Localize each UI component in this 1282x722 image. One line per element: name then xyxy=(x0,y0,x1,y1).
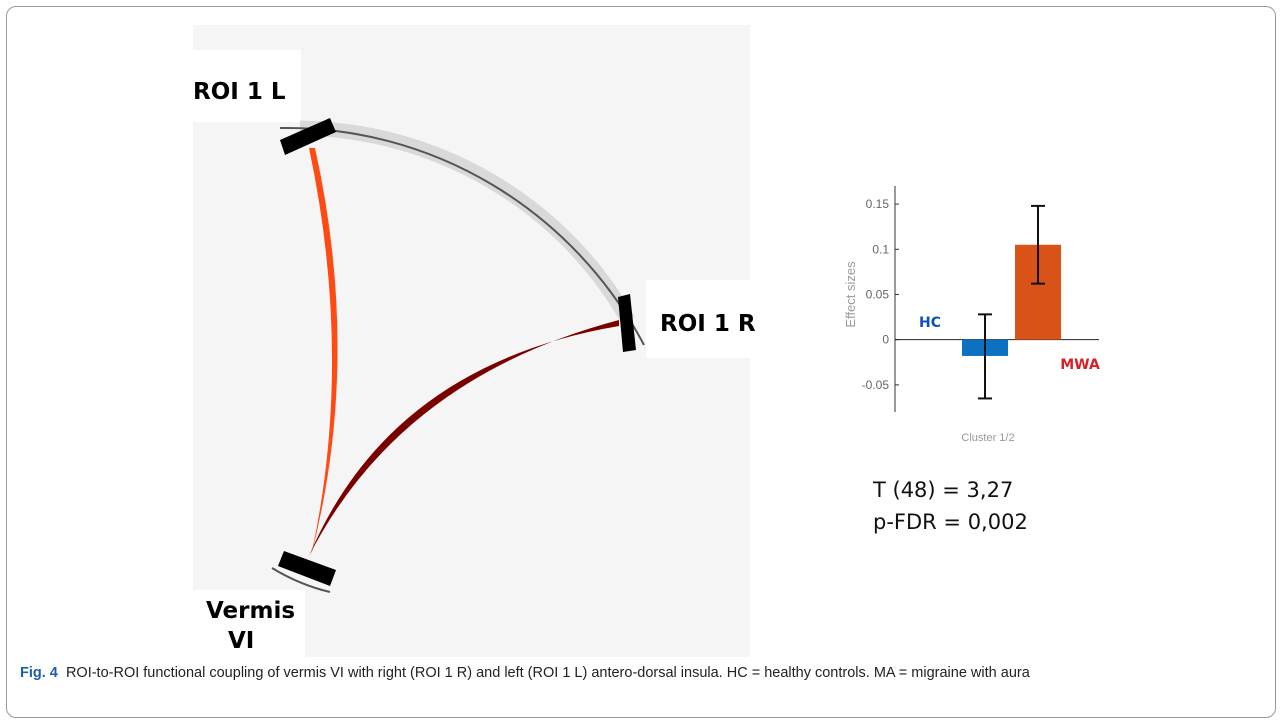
roi-block-roi1l xyxy=(280,118,336,155)
p-fdr: p-FDR = 0,002 xyxy=(873,510,1028,534)
connection-roi1l-vermis xyxy=(309,148,338,556)
connectivity-panel: ROI 1 L ROI 1 R Vermis VI xyxy=(193,25,756,657)
roi-label-vermis-line1: Vermis xyxy=(206,598,295,624)
y-tick-label: 0.15 xyxy=(866,197,890,211)
label-box-vermis xyxy=(193,590,305,657)
y-tick-label: 0.05 xyxy=(866,287,890,301)
category-label-hc: HC xyxy=(919,315,941,331)
effect-size-chart: 0.15 0.1 0.05 0 -0.05 Effect sizes Cluster 1… xyxy=(843,186,1100,444)
roi-label-roi1l: ROI 1 L xyxy=(193,79,286,105)
y-tick-label: -0.05 xyxy=(862,378,890,392)
figure-caption: Fig. 4 ROI-to-ROI functional coupling of… xyxy=(20,662,1260,684)
label-box-roi1r xyxy=(646,280,750,358)
bars xyxy=(962,204,1061,400)
ring-outline xyxy=(279,126,645,346)
y-tick-label: 0.1 xyxy=(872,242,889,256)
caption-text: ROI-to-ROI functional coupling of vermis… xyxy=(65,665,1030,681)
y-tick-label: 0 xyxy=(882,333,889,347)
caption-label: Fig. 4 xyxy=(20,665,58,681)
roi-label-roi1r: ROI 1 R xyxy=(660,311,756,337)
roi-block-vermis xyxy=(278,551,336,586)
ring-outline-vermis xyxy=(271,567,331,593)
category-label-mwa: MWA xyxy=(1060,357,1100,373)
y-ticks: 0.15 0.1 0.05 0 -0.05 xyxy=(862,197,899,392)
t-statistic: T (48) = 3,27 xyxy=(873,478,1014,502)
stats-block: T (48) = 3,27 p-FDR = 0,002 xyxy=(873,474,1028,538)
roi-block-roi1r xyxy=(618,294,636,352)
roi-label-vermis-line2: VI xyxy=(228,628,254,654)
x-axis-label: Cluster 1/2 xyxy=(961,432,1014,444)
y-axis-label: Effect sizes xyxy=(843,261,858,328)
label-box-roi1l xyxy=(193,50,301,122)
